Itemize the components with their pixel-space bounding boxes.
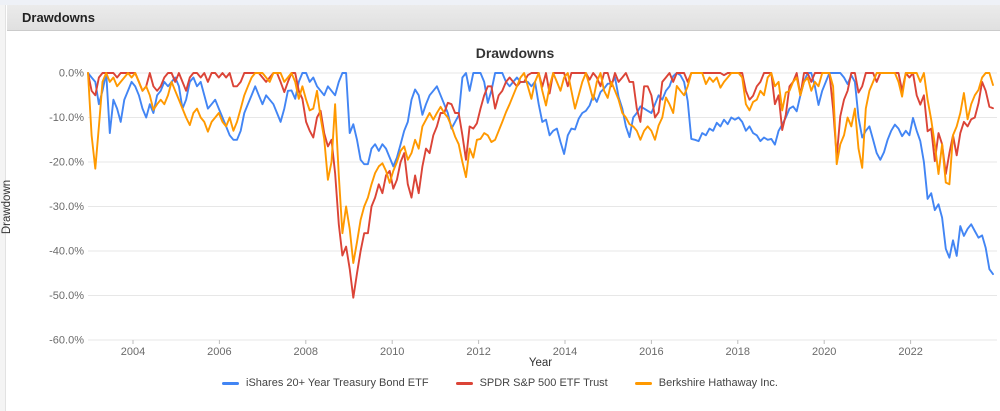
legend-swatch-icon: [634, 381, 652, 385]
y-tick-label: 0.0%: [59, 68, 84, 80]
x-tick-label: 2006: [207, 346, 231, 358]
y-tick-label: -40.0%: [49, 246, 84, 258]
series-line-2: [87, 72, 994, 264]
x-tick-label: 2016: [639, 346, 663, 358]
x-tick-label: 2010: [380, 346, 404, 358]
chart-legend: iShares 20+ Year Treasury Bond ETF SPDR S…: [0, 377, 1000, 389]
legend-label: iShares 20+ Year Treasury Bond ETF: [246, 377, 429, 389]
panel-header: Drawdowns: [7, 5, 1000, 31]
chart-title: Drawdowns: [475, 45, 555, 61]
series-line-0: [87, 72, 994, 276]
y-tick-label: -30.0%: [49, 201, 84, 213]
x-tick-label: 2020: [812, 346, 836, 358]
x-tick-label: 2008: [294, 346, 318, 358]
legend-item-2[interactable]: Berkshire Hathaway Inc.: [634, 377, 778, 389]
page-top-strip: [0, 0, 1000, 5]
panel-title: Drawdowns: [22, 10, 95, 25]
x-tick-label: 2018: [726, 346, 750, 358]
x-tick-label: 2014: [553, 346, 577, 358]
x-axis-title: Year: [528, 357, 553, 369]
legend-label: Berkshire Hathaway Inc.: [658, 377, 778, 389]
legend-swatch-icon: [455, 381, 473, 385]
y-tick-label: -50.0%: [49, 290, 84, 302]
legend-item-1[interactable]: SPDR S&P 500 ETF Trust: [455, 377, 608, 389]
x-tick-label: 2004: [121, 346, 145, 358]
x-tick-label: 2022: [898, 346, 922, 358]
legend-label: SPDR S&P 500 ETF Trust: [479, 377, 608, 389]
legend-swatch-icon: [222, 381, 240, 385]
x-tick-label: 2012: [466, 346, 490, 358]
y-tick-label: -20.0%: [49, 157, 84, 169]
y-tick-label: -10.0%: [49, 112, 84, 124]
legend-item-0[interactable]: iShares 20+ Year Treasury Bond ETF: [222, 377, 429, 389]
page-left-edge: [0, 5, 6, 411]
y-tick-label: -60.0%: [49, 335, 84, 347]
